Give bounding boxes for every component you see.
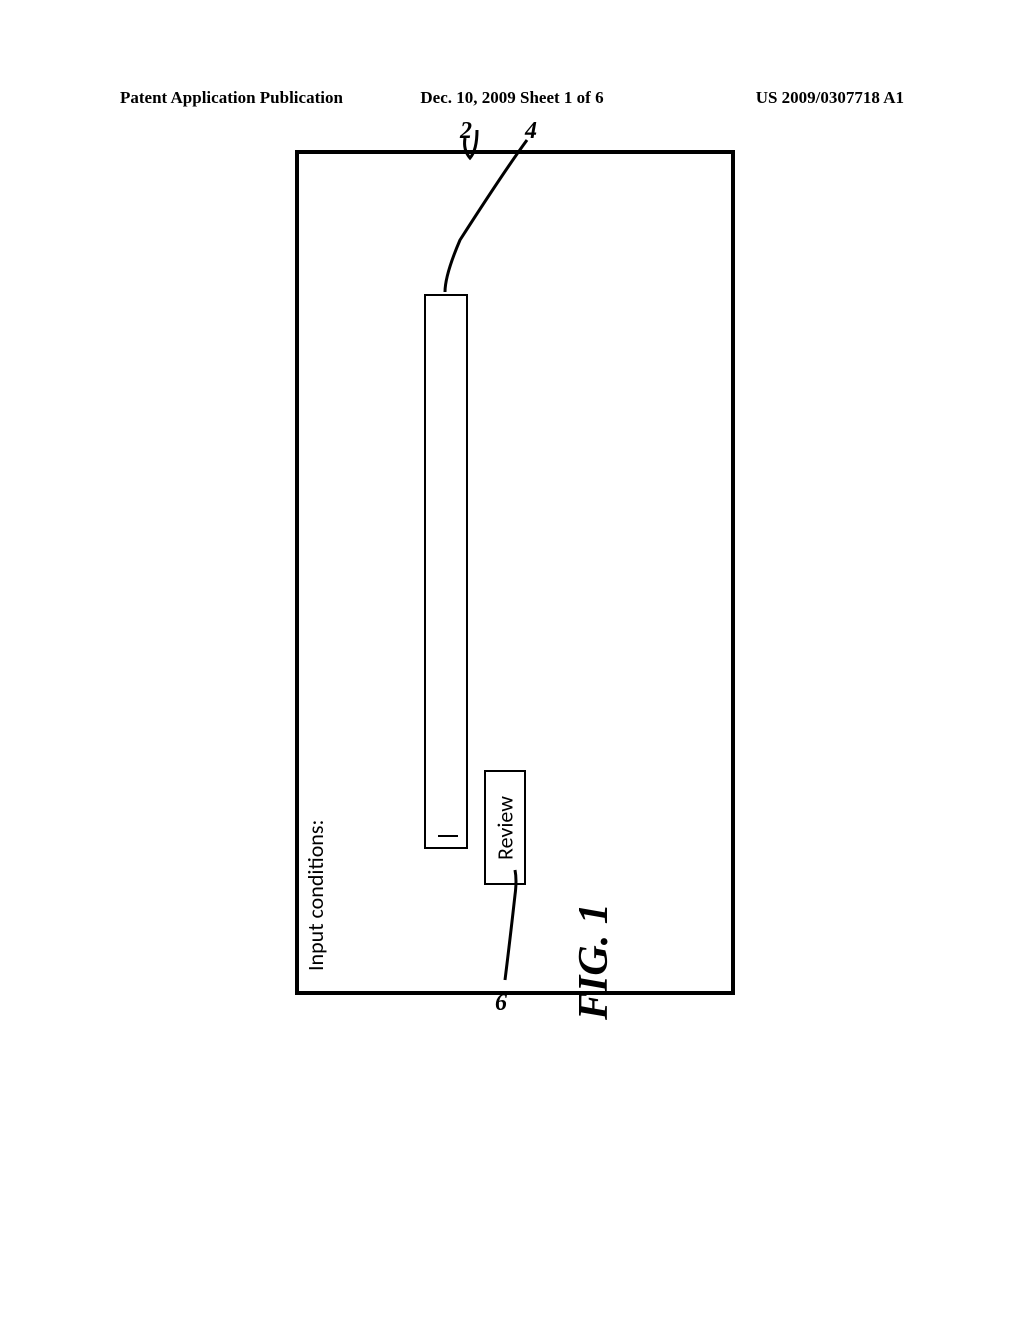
figure-caption: FIG. 1 bbox=[570, 903, 618, 1020]
header-publication-number: US 2009/0307718 A1 bbox=[643, 88, 904, 108]
text-cursor-icon bbox=[438, 835, 458, 837]
review-button-label: Review bbox=[492, 796, 519, 860]
review-button[interactable]: Review bbox=[484, 770, 526, 885]
input-conditions-label: Input conditions: bbox=[302, 820, 329, 971]
callout-4: 4 bbox=[525, 118, 537, 145]
header-date-sheet: Dec. 10, 2009 Sheet 1 of 6 bbox=[381, 88, 642, 108]
figure-1: Input conditions: Review 2 4 6 FIG. 1 bbox=[295, 150, 735, 1170]
callout-6: 6 bbox=[495, 990, 507, 1172]
page-header: Patent Application Publication Dec. 10, … bbox=[120, 88, 904, 108]
header-publication-type: Patent Application Publication bbox=[120, 88, 381, 108]
conditions-input[interactable] bbox=[424, 294, 468, 849]
callout-2: 2 bbox=[460, 118, 472, 145]
dialog-box: Input conditions: Review bbox=[295, 150, 735, 995]
